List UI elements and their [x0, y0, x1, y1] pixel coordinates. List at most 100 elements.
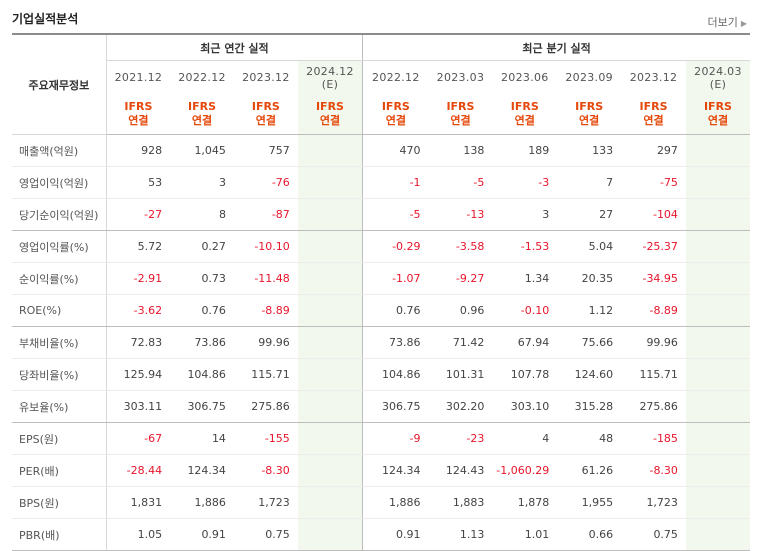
value-cell — [685, 454, 750, 487]
row-label: 당기순이익(억원) — [12, 198, 107, 231]
value-cell — [297, 230, 363, 263]
value-cell: -1 — [362, 166, 429, 199]
value-cell: -34.95 — [621, 262, 686, 295]
value-cell: 1.34 — [492, 262, 558, 295]
value-cell: 3 — [492, 198, 558, 231]
value-cell — [685, 390, 750, 423]
value-cell: -27 — [106, 198, 171, 231]
table-row: 당좌비율(%) 125.94 104.86 115.71 104.86 101.31 107… — [12, 358, 750, 391]
group-header-quarterly: 최근 분기 실적 — [362, 34, 750, 61]
consolidation-label: 연결 — [385, 114, 406, 127]
value-cell: 0.73 — [170, 262, 234, 295]
value-cell: 20.35 — [557, 262, 622, 295]
period-label: 2021.12 — [114, 71, 163, 84]
value-cell: 124.34 — [362, 454, 429, 487]
value-cell: 0.75 — [233, 518, 298, 551]
accounting-standard: IFRS 연결 — [428, 94, 493, 135]
value-cell: 75.66 — [557, 326, 622, 359]
table-row: 순이익률(%) -2.91 0.73 -11.48 -1.07 -9.27 1.34 20.3… — [12, 262, 750, 295]
value-cell: 1.12 — [557, 294, 622, 327]
value-cell — [297, 262, 363, 295]
period-header: 2023.09 — [557, 61, 621, 95]
value-cell: 48 — [557, 422, 622, 455]
value-cell — [297, 166, 363, 199]
value-cell: 133 — [557, 134, 622, 167]
accounting-standard: IFRS 연결 — [621, 94, 686, 135]
value-cell: -10.10 — [233, 230, 298, 263]
row-header: 주요재무정보 — [12, 34, 107, 135]
value-cell: -67 — [106, 422, 171, 455]
chevron-right-icon: ▶ — [740, 19, 747, 28]
value-cell: 303.10 — [492, 390, 558, 423]
value-cell: 138 — [428, 134, 493, 167]
accounting-standard: IFRS 연결 — [297, 94, 363, 135]
row-label: ROE(%) — [12, 294, 107, 327]
value-cell: 53 — [106, 166, 171, 199]
value-cell: 115.71 — [233, 358, 298, 391]
standard-label: IFRS — [251, 100, 280, 113]
consolidation-label: 연결 — [128, 114, 149, 127]
accounting-standard: IFRS 연결 — [170, 94, 234, 135]
table-row: 당기순이익(억원) -27 8 -87 -5 -13 3 27 -104 — [12, 198, 750, 231]
value-cell: 297 — [621, 134, 686, 167]
row-label: 매출액(억원) — [12, 134, 107, 167]
value-cell: 0.76 — [170, 294, 234, 327]
value-cell: 5.04 — [557, 230, 622, 263]
consolidation-label: 연결 — [450, 114, 471, 127]
value-cell: 7 — [557, 166, 622, 199]
value-cell: 0.91 — [362, 518, 429, 551]
value-cell: 3 — [170, 166, 234, 199]
value-cell: 0.96 — [428, 294, 493, 327]
value-cell: -8.89 — [621, 294, 686, 327]
value-cell: 101.31 — [428, 358, 493, 391]
value-cell: 1,886 — [362, 486, 429, 519]
value-cell: 275.86 — [621, 390, 686, 423]
standard-label: IFRS — [446, 100, 475, 113]
value-cell: -1.53 — [492, 230, 558, 263]
standard-label: IFRS — [639, 100, 668, 113]
value-cell: 470 — [362, 134, 429, 167]
value-cell: 14 — [170, 422, 234, 455]
value-cell — [685, 166, 750, 199]
table-row: BPS(원) 1,831 1,886 1,723 1,886 1,883 1,878 1,95… — [12, 486, 750, 519]
value-cell: 1,883 — [428, 486, 493, 519]
value-cell: 72.83 — [106, 326, 171, 359]
standard-label: IFRS — [575, 100, 604, 113]
value-cell — [685, 134, 750, 167]
standard-label: IFRS — [510, 100, 539, 113]
period-header: 2022.12 — [170, 61, 234, 95]
value-cell: 73.86 — [170, 326, 234, 359]
value-cell: 125.94 — [106, 358, 171, 391]
value-cell: 1,955 — [557, 486, 622, 519]
value-cell: 0.27 — [170, 230, 234, 263]
consolidation-label: 연결 — [579, 114, 600, 127]
table-row: ROE(%) -3.62 0.76 -8.89 0.76 0.96 -0.10 1.12 -8.… — [12, 294, 750, 327]
value-cell: -28.44 — [106, 454, 171, 487]
table-row: 부채비율(%) 72.83 73.86 99.96 73.86 71.42 67.94 75.… — [12, 326, 750, 359]
value-cell — [685, 358, 750, 391]
accounting-standard: IFRS 연결 — [106, 94, 171, 135]
value-cell: -1,060.29 — [492, 454, 558, 487]
value-cell: 67.94 — [492, 326, 558, 359]
row-label: EPS(원) — [12, 422, 107, 455]
period-label: 2023.03 — [436, 71, 485, 84]
value-cell: -8.89 — [233, 294, 298, 327]
value-cell: 0.66 — [557, 518, 622, 551]
value-cell: 189 — [492, 134, 558, 167]
value-cell: 124.34 — [170, 454, 234, 487]
value-cell — [685, 230, 750, 263]
period-label: 2024.12 — [306, 64, 354, 78]
estimate-marker: (E) — [709, 77, 727, 91]
group-header-annual: 최근 연간 실적 — [106, 34, 363, 61]
consolidation-label: 연결 — [319, 114, 341, 127]
more-link[interactable]: 더보기 ▶ — [707, 14, 747, 30]
consolidation-label: 연결 — [514, 114, 535, 127]
accounting-standard: IFRS 연결 — [362, 94, 429, 135]
standard-label: IFRS — [703, 100, 732, 113]
value-cell: -87 — [233, 198, 298, 231]
row-label: 영업이익률(%) — [12, 230, 107, 263]
value-cell: -9 — [362, 422, 429, 455]
value-cell — [685, 198, 750, 231]
standard-label: IFRS — [188, 100, 217, 113]
value-cell: 1.01 — [492, 518, 558, 551]
